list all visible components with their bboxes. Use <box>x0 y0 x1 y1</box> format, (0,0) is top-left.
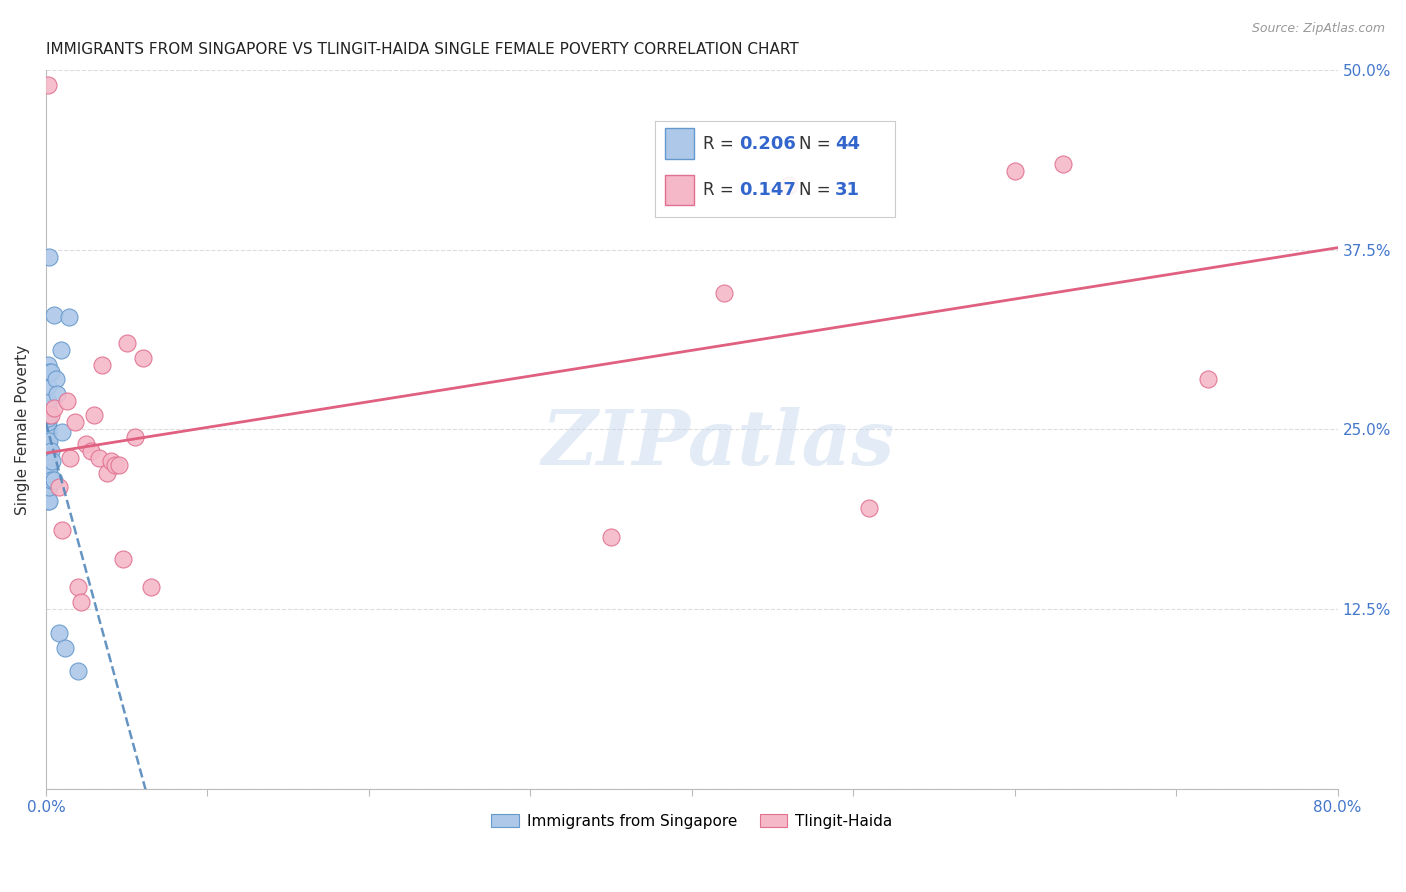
Point <box>37 458 59 473</box>
Point <box>37 440 59 454</box>
Point <box>1052 157 1074 171</box>
Point <box>37 393 59 408</box>
Point <box>39 408 62 422</box>
Point <box>48 480 70 494</box>
Point <box>1198 372 1220 386</box>
Text: IMMIGRANTS FROM SINGAPORE VS TLINGIT-HAIDA SINGLE FEMALE POVERTY CORRELATION CHA: IMMIGRANTS FROM SINGAPORE VS TLINGIT-HAI… <box>46 42 799 57</box>
Point <box>38 434 60 448</box>
Point <box>51 425 73 440</box>
Point <box>63 415 86 429</box>
Point <box>37 411 59 425</box>
Point <box>139 581 162 595</box>
Point <box>39 473 62 487</box>
FancyBboxPatch shape <box>665 128 693 160</box>
Point <box>37 448 59 462</box>
Point <box>38 250 60 264</box>
Point <box>59 451 82 466</box>
Point <box>115 336 138 351</box>
Text: N =: N = <box>799 135 837 153</box>
Point <box>91 358 114 372</box>
Text: 31: 31 <box>835 181 860 199</box>
FancyBboxPatch shape <box>665 175 693 205</box>
Point <box>67 664 90 678</box>
Point <box>42 401 65 415</box>
Text: R =: R = <box>703 181 740 199</box>
Point <box>38 480 60 494</box>
Point <box>45 372 67 386</box>
Point <box>37 379 59 393</box>
Point <box>80 444 103 458</box>
Point <box>37 494 59 508</box>
Point <box>37 78 59 92</box>
Text: Source: ZipAtlas.com: Source: ZipAtlas.com <box>1251 22 1385 36</box>
Point <box>51 523 73 537</box>
Point <box>124 430 146 444</box>
Point <box>107 458 129 473</box>
Point <box>56 393 79 408</box>
Text: 44: 44 <box>835 135 860 153</box>
Text: R =: R = <box>703 135 740 153</box>
Point <box>132 351 155 365</box>
Point <box>37 415 59 429</box>
Point <box>37 473 59 487</box>
Text: 0.147: 0.147 <box>740 181 796 199</box>
Point <box>46 386 69 401</box>
Point <box>67 581 90 595</box>
Text: N =: N = <box>799 181 837 199</box>
Point <box>37 433 59 447</box>
Point <box>37 437 59 451</box>
Legend: Immigrants from Singapore, Tlingit-Haida: Immigrants from Singapore, Tlingit-Haida <box>485 807 898 835</box>
Point <box>37 428 59 442</box>
Point <box>37 408 59 422</box>
Point <box>600 530 623 544</box>
Point <box>38 466 60 480</box>
Text: 0.206: 0.206 <box>740 135 796 153</box>
Point <box>48 626 70 640</box>
Point <box>100 454 122 468</box>
Point <box>42 308 65 322</box>
Point <box>37 422 59 436</box>
Point <box>83 408 105 422</box>
Y-axis label: Single Female Poverty: Single Female Poverty <box>15 344 30 515</box>
Point <box>713 286 735 301</box>
Point <box>37 358 59 372</box>
Point <box>37 425 59 440</box>
Point <box>70 595 93 609</box>
Point <box>778 178 800 193</box>
Point <box>38 494 60 508</box>
Point <box>37 480 59 494</box>
Point <box>37 419 59 434</box>
Point <box>37 401 59 415</box>
Point <box>39 365 62 379</box>
Point <box>53 640 76 655</box>
Point <box>112 551 135 566</box>
Point <box>1004 164 1026 178</box>
Point <box>75 437 97 451</box>
Point <box>37 463 59 477</box>
Point <box>858 501 880 516</box>
Point <box>104 458 127 473</box>
Point <box>96 466 118 480</box>
Point <box>39 444 62 458</box>
Point <box>89 451 111 466</box>
Point <box>49 343 72 358</box>
Point <box>42 473 65 487</box>
Point <box>37 454 59 468</box>
Point <box>58 310 80 325</box>
Text: ZIPatlas: ZIPatlas <box>541 407 894 481</box>
Point <box>37 444 59 458</box>
Point <box>37 466 59 480</box>
Point <box>37 451 59 466</box>
Point <box>38 365 60 379</box>
Point <box>41 454 63 468</box>
